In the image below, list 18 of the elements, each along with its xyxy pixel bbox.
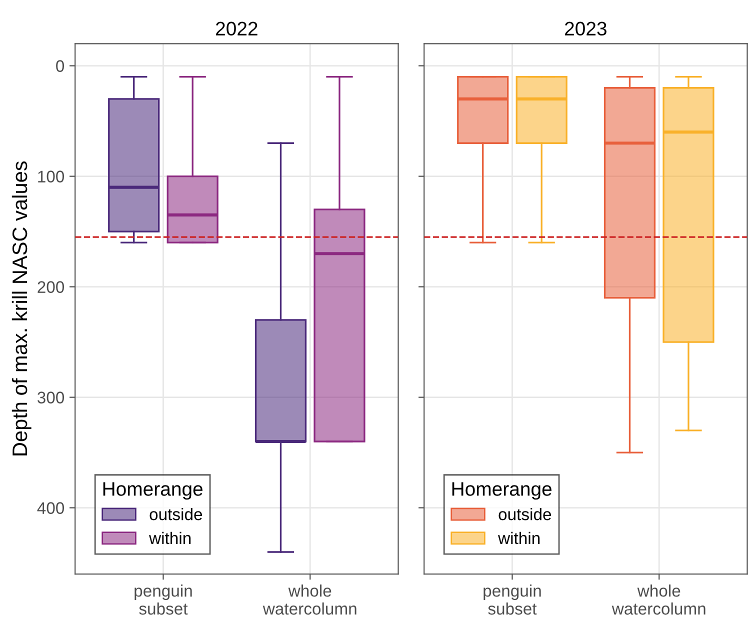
chart-title: 2022 [216,22,258,36]
y-tick-label: 400 [37,502,64,514]
x-tick-label: penguin subset [134,584,192,615]
y-axis-title: Depth of max. krill NASC values [12,161,32,456]
y-tick-label: 300 [38,392,64,404]
legend-label: within [149,532,191,544]
chart-title: 2023 [565,22,606,36]
legend-label: within [498,532,540,544]
y-tick-label: 0 [56,60,64,72]
legend-label: outside [498,508,552,520]
y-tick-label: 200 [38,281,64,293]
legend-title: Homerange [103,482,202,500]
y-tick-label: 100 [38,170,64,182]
x-tick-label: whole watercolumn [612,584,706,615]
x-tick-label: whole watercolumn [262,584,356,615]
x-tick-label: penguin subset [484,584,541,615]
legend-label: outside [150,508,202,520]
legend-title: Homerange [452,482,552,500]
